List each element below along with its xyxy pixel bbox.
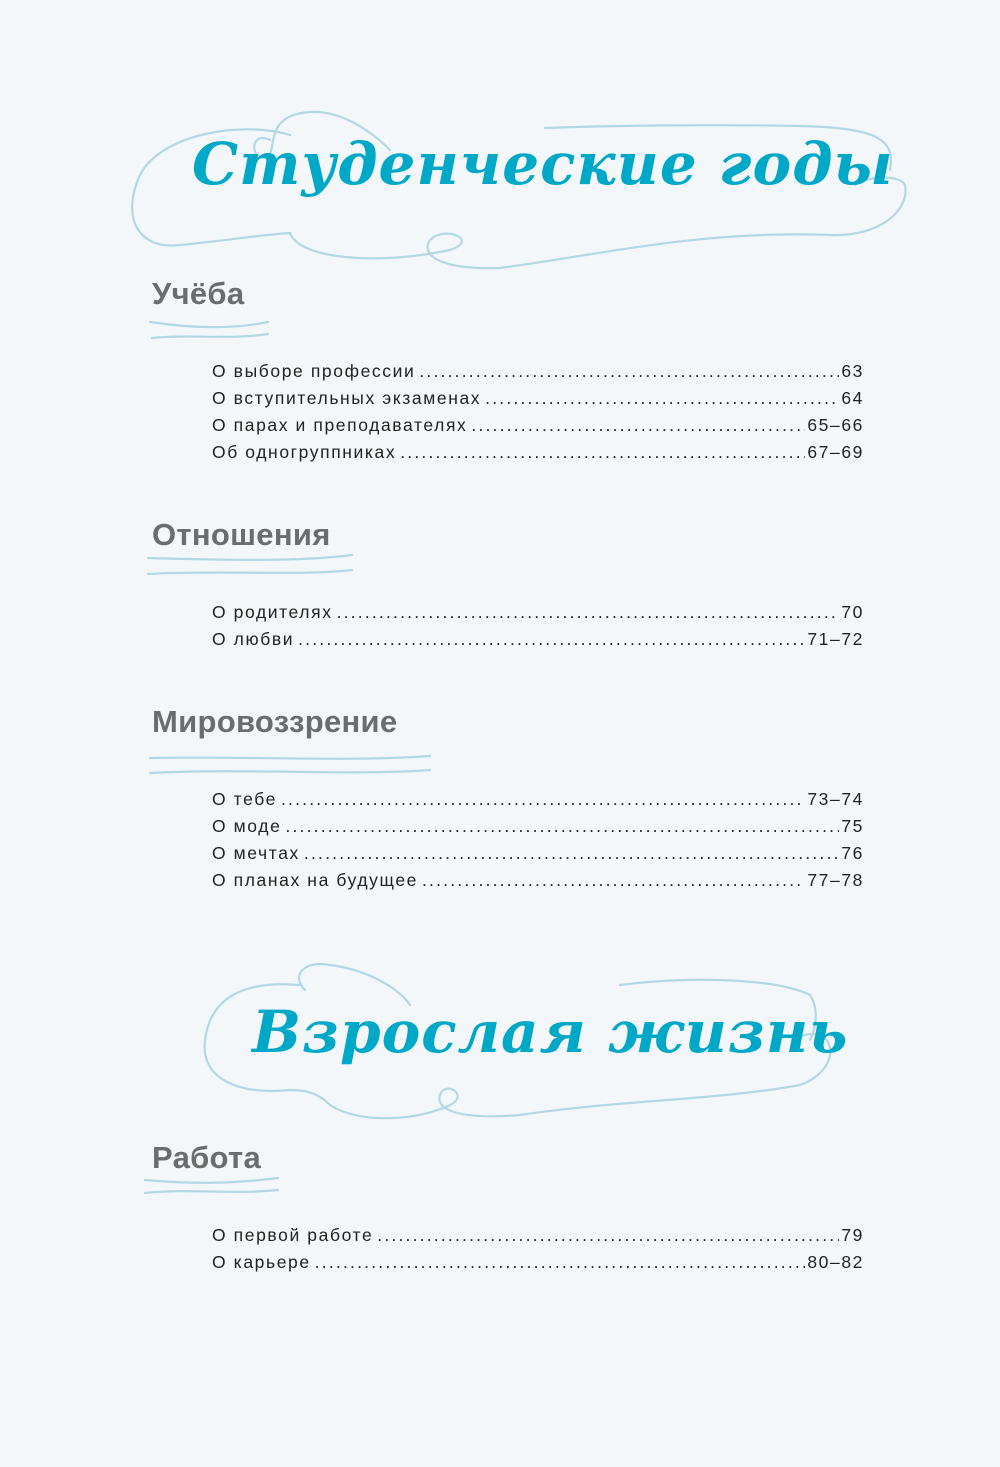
toc-entry[interactable]: О мечтах76 <box>212 843 864 870</box>
leader-dots <box>377 1225 839 1246</box>
leader-dots <box>298 629 805 650</box>
toc-group-relations: О родителях70 О любви71–72 <box>212 602 864 656</box>
toc-group-work: О первой работе79 О карьере80–82 <box>212 1225 864 1279</box>
toc-entry[interactable]: О первой работе79 <box>212 1225 864 1252</box>
toc-group-study: О выборе профессии63 О вступительных экз… <box>212 361 864 469</box>
leader-dots <box>471 415 805 436</box>
toc-group-worldview: О тебе73–74 О моде75 О мечтах76 О планах… <box>212 789 864 897</box>
leader-dots <box>281 789 805 810</box>
toc-entry[interactable]: Об одногруппниках67–69 <box>212 442 864 469</box>
group-heading: Учёба <box>152 276 245 311</box>
toc-entry[interactable]: О моде75 <box>212 816 864 843</box>
leader-dots <box>419 361 839 382</box>
leader-dots <box>422 870 805 891</box>
toc-entry[interactable]: О карьере80–82 <box>212 1252 864 1279</box>
toc-entry[interactable]: О любви71–72 <box>212 629 864 656</box>
toc-entry[interactable]: О планах на будущее77–78 <box>212 870 864 897</box>
section-title: Студенческие годы <box>192 130 894 198</box>
toc-entry[interactable]: О родителях70 <box>212 602 864 629</box>
toc-entry[interactable]: О парах и преподавателях65–66 <box>212 415 864 442</box>
toc-entry[interactable]: О выборе профессии63 <box>212 361 864 388</box>
leader-dots <box>337 602 840 623</box>
toc-entry[interactable]: О вступительных экзаменах64 <box>212 388 864 415</box>
leader-dots <box>400 442 805 463</box>
group-heading: Работа <box>152 1140 262 1175</box>
leader-dots <box>315 1252 806 1273</box>
leader-dots <box>285 816 839 837</box>
leader-dots <box>485 388 839 409</box>
toc-entry[interactable]: О тебе73–74 <box>212 789 864 816</box>
leader-dots <box>304 843 839 864</box>
group-heading: Мировоззрение <box>152 704 398 739</box>
group-heading: Отношения <box>152 517 331 552</box>
section-title: Взрослая жизнь <box>252 998 849 1066</box>
